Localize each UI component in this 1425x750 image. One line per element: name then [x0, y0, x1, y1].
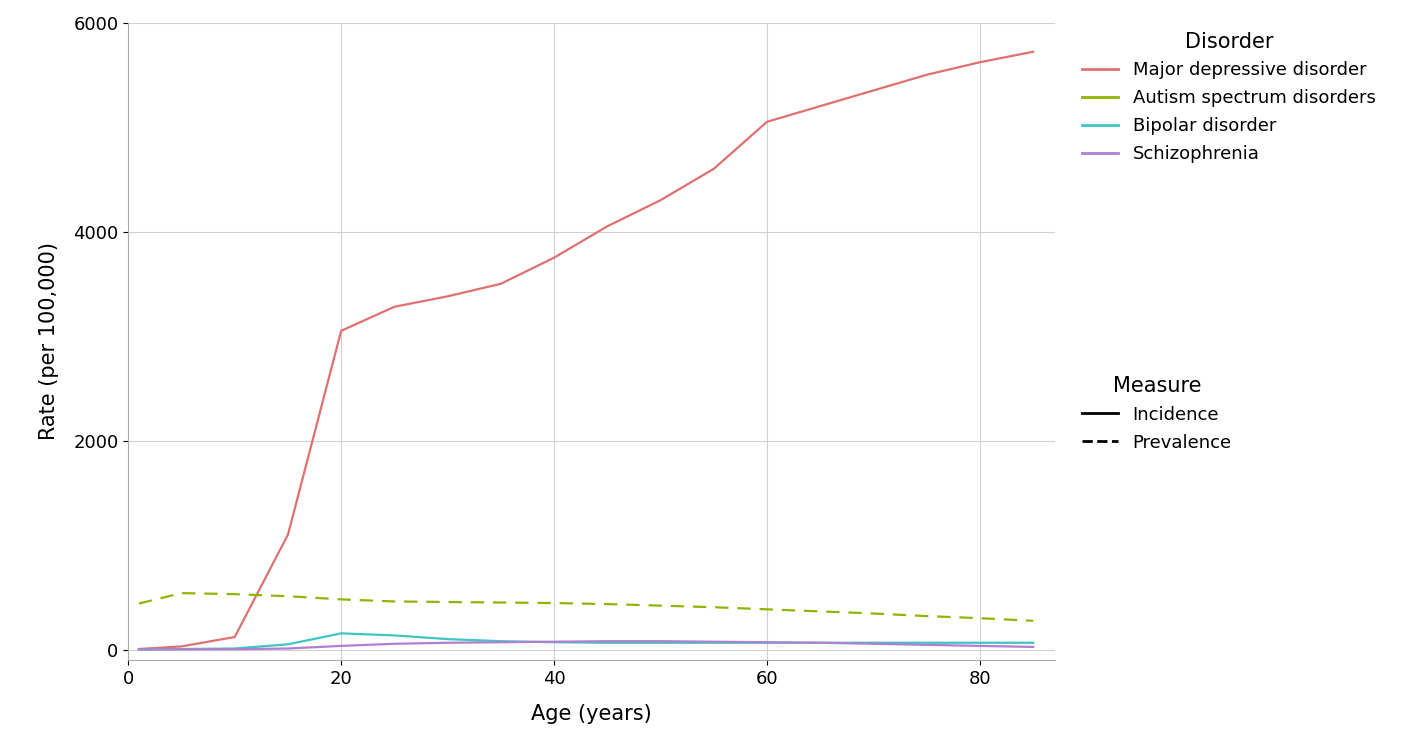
Legend: Incidence, Prevalence: Incidence, Prevalence — [1082, 376, 1231, 452]
X-axis label: Age (years): Age (years) — [532, 704, 651, 724]
Y-axis label: Rate (per 100,000): Rate (per 100,000) — [40, 242, 60, 440]
